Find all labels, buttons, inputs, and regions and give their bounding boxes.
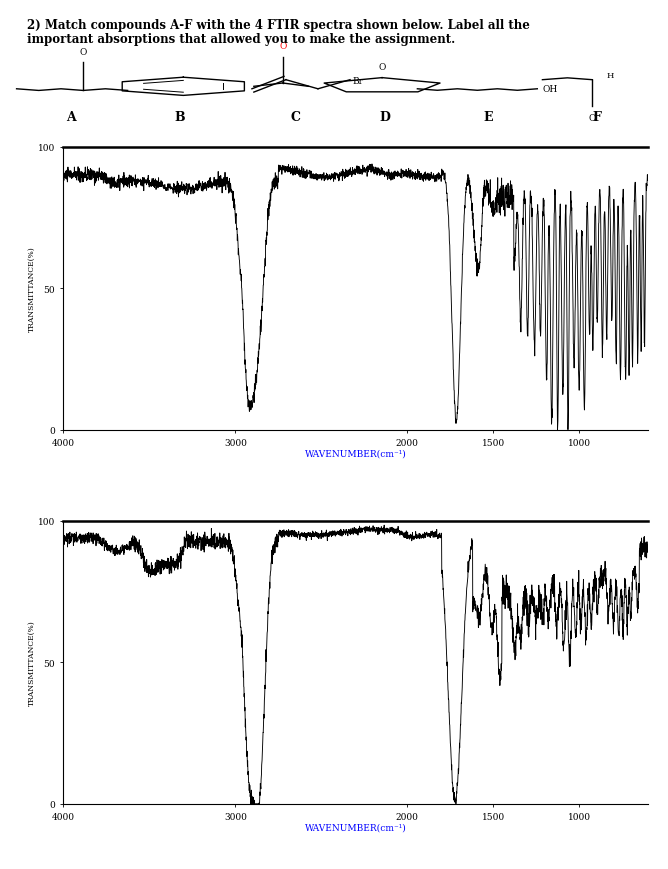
- Text: important absorptions that allowed you to make the assignment.: important absorptions that allowed you t…: [27, 33, 455, 46]
- Text: O: O: [279, 42, 287, 51]
- Text: H: H: [607, 71, 614, 80]
- Text: F: F: [593, 111, 601, 124]
- Text: B: B: [175, 111, 186, 124]
- Text: A: A: [66, 111, 76, 124]
- Text: D: D: [380, 111, 391, 124]
- Text: O: O: [378, 63, 386, 72]
- Text: O: O: [589, 114, 596, 123]
- Text: 2) Match compounds A-F with the 4 FTIR spectra shown below. Label all the: 2) Match compounds A-F with the 4 FTIR s…: [27, 19, 530, 32]
- Text: OH: OH: [542, 85, 558, 94]
- Text: Br: Br: [352, 77, 363, 86]
- X-axis label: WAVENUMBER(cm⁻¹): WAVENUMBER(cm⁻¹): [305, 449, 407, 458]
- Y-axis label: TRANSMITTANCE(%): TRANSMITTANCE(%): [28, 246, 36, 332]
- X-axis label: WAVENUMBER(cm⁻¹): WAVENUMBER(cm⁻¹): [305, 823, 407, 832]
- Text: E: E: [483, 111, 493, 124]
- Text: C: C: [291, 111, 301, 124]
- Y-axis label: TRANSMITTANCE(%): TRANSMITTANCE(%): [28, 620, 36, 706]
- Text: O: O: [79, 48, 87, 56]
